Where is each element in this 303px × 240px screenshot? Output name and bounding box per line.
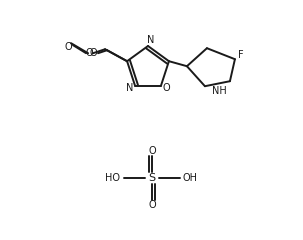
Text: OH: OH <box>182 173 198 183</box>
Text: O: O <box>64 42 72 52</box>
Text: O: O <box>148 200 156 210</box>
Text: O: O <box>89 48 97 58</box>
Text: S: S <box>148 173 155 183</box>
Text: N: N <box>126 83 134 93</box>
Text: HO: HO <box>105 173 119 183</box>
Text: O: O <box>85 48 93 58</box>
Text: NH: NH <box>212 86 227 96</box>
Text: O: O <box>162 83 170 93</box>
Text: N: N <box>147 35 155 45</box>
Text: F: F <box>238 50 244 60</box>
Text: O: O <box>148 146 156 156</box>
